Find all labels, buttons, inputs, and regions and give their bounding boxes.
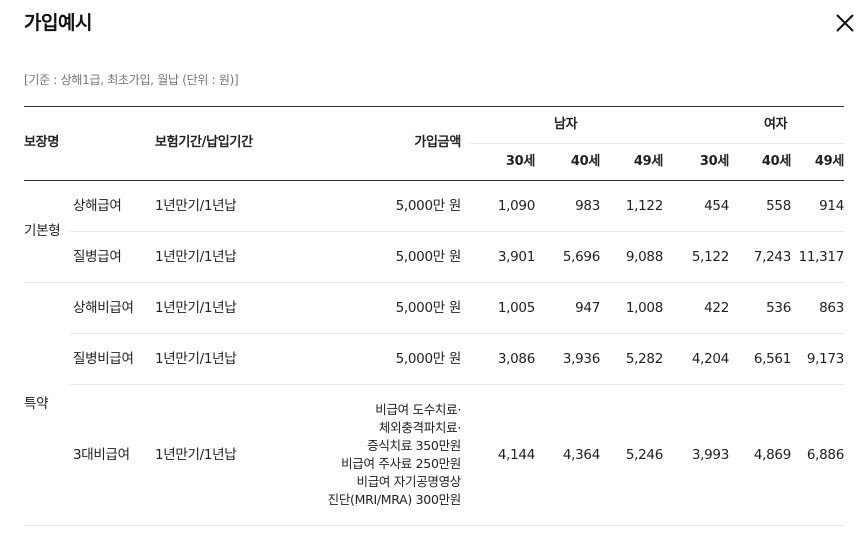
gender-header-divider xyxy=(470,143,844,144)
header-age: 30세 xyxy=(699,154,729,169)
premium-value: 6,886 xyxy=(806,447,844,463)
coverage-name: 질병급여 xyxy=(73,249,122,265)
premium-value: 914 xyxy=(819,198,844,214)
group-label-rider: 특약 xyxy=(24,396,49,412)
premium-value: 5,122 xyxy=(691,249,729,265)
premium-value: 1,008 xyxy=(625,300,663,316)
amount-line: 체외충격파치료· xyxy=(378,420,461,435)
coverage-name: 3대비급여 xyxy=(73,447,130,463)
header-age: 49세 xyxy=(814,154,844,169)
premium-value: 3,936 xyxy=(562,351,600,367)
modal-title: 가입예시 xyxy=(24,12,92,34)
criteria-note: [기준 : 상해1급, 최초가입, 월납 (단위 : 원)] xyxy=(24,73,239,87)
premium-value: 5,282 xyxy=(625,351,663,367)
premium-value: 7,243 xyxy=(753,249,791,265)
row-divider xyxy=(70,231,844,232)
row-divider xyxy=(70,333,844,334)
premium-value: 4,204 xyxy=(691,351,729,367)
header-age: 40세 xyxy=(570,154,600,169)
coverage-amount: 5,000만 원 xyxy=(395,351,462,367)
coverage-period: 1년만기/1년납 xyxy=(155,447,237,463)
coverage-name: 상해비급여 xyxy=(73,300,134,316)
premium-value: 558 xyxy=(766,198,791,214)
coverage-amount: 5,000만 원 xyxy=(395,300,462,316)
premium-value: 5,696 xyxy=(562,249,600,265)
premium-value: 5,246 xyxy=(625,447,663,463)
premium-value: 9,173 xyxy=(806,351,844,367)
premium-value: 1,005 xyxy=(497,300,535,316)
amount-line: 비급여 도수치료· xyxy=(375,402,461,417)
table-top-border xyxy=(24,106,844,107)
premium-value: 454 xyxy=(704,198,729,214)
coverage-amount-detail: 비급여 도수치료· 체외충격파치료· 증식치료 350만원 비급여 주사료 25… xyxy=(281,401,462,509)
group-divider xyxy=(24,282,844,283)
coverage-amount: 5,000만 원 xyxy=(395,249,462,265)
premium-value: 947 xyxy=(575,300,600,316)
amount-line: 증식치료 350만원 xyxy=(367,438,461,453)
header-male: 남자 xyxy=(554,117,578,132)
premium-value: 3,993 xyxy=(691,447,729,463)
premium-value: 4,869 xyxy=(753,447,791,463)
group-label-basic: 기본형 xyxy=(24,223,61,239)
header-amount: 가입금액 xyxy=(414,135,461,150)
premium-value: 422 xyxy=(704,300,729,316)
coverage-name: 질병비급여 xyxy=(73,351,134,367)
header-period: 보험기간/납입기간 xyxy=(155,135,253,150)
premium-value: 3,086 xyxy=(497,351,535,367)
coverage-period: 1년만기/1년납 xyxy=(155,198,237,214)
coverage-period: 1년만기/1년납 xyxy=(155,351,237,367)
premium-value: 9,088 xyxy=(625,249,663,265)
coverage-name: 상해급여 xyxy=(73,198,122,214)
table-bottom-border xyxy=(24,525,844,526)
coverage-amount: 5,000만 원 xyxy=(395,198,462,214)
close-icon[interactable] xyxy=(834,12,856,34)
coverage-period: 1년만기/1년납 xyxy=(155,249,237,265)
premium-value: 536 xyxy=(766,300,791,316)
table-header-border xyxy=(24,180,844,181)
premium-value: 983 xyxy=(575,198,600,214)
premium-value: 3,901 xyxy=(497,249,535,265)
premium-value: 4,144 xyxy=(497,447,535,463)
premium-value: 11,317 xyxy=(798,249,845,265)
header-female: 여자 xyxy=(764,117,788,132)
premium-value: 1,122 xyxy=(625,198,663,214)
premium-value: 4,364 xyxy=(562,447,600,463)
header-age: 40세 xyxy=(761,154,791,169)
premium-value: 863 xyxy=(819,300,844,316)
amount-line: 진단(MRI/MRA) 300만원 xyxy=(327,492,462,507)
header-age: 49세 xyxy=(633,154,663,169)
premium-value: 1,090 xyxy=(497,198,535,214)
coverage-period: 1년만기/1년납 xyxy=(155,300,237,316)
amount-line: 비급여 자기공명영상 xyxy=(356,474,462,489)
premium-value: 6,561 xyxy=(753,351,791,367)
row-divider xyxy=(70,384,844,385)
amount-line: 비급여 주사료 250만원 xyxy=(341,456,461,471)
header-coverage: 보장명 xyxy=(24,135,59,150)
header-age: 30세 xyxy=(505,154,535,169)
